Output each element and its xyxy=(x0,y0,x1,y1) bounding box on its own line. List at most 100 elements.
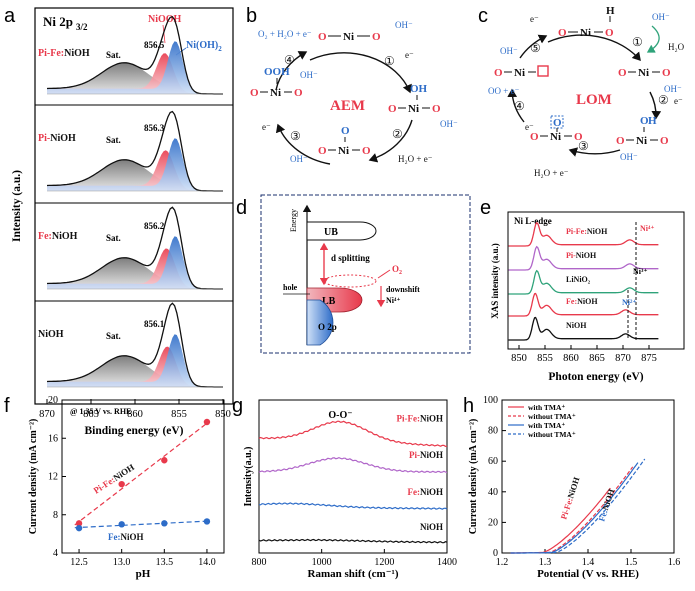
f-xtick-1: 13.0 xyxy=(113,557,131,568)
aem-oh-3: OH⁻ xyxy=(290,154,308,164)
legend-niooh: NiOOH xyxy=(148,14,182,25)
aem-oh-1: OH⁻ xyxy=(395,20,413,30)
svg-text:Ni: Ni xyxy=(270,87,281,99)
lom-arc-5 xyxy=(519,34,548,59)
peak-value-2: 856.2 xyxy=(144,221,165,231)
aem-arc-4 xyxy=(275,51,308,91)
aem-oh-2: OH⁻ xyxy=(440,119,458,129)
panel-a: a Ni 2p 3/2 NiOOH Ni(OH)2 Pi-Fe:NiOH Sat. 8… xyxy=(4,5,234,437)
aem-arc-3 xyxy=(275,123,331,165)
xas-curve-0 xyxy=(508,221,659,247)
panel-f-frame xyxy=(61,399,225,554)
g-curve-3 xyxy=(258,538,448,544)
aem-o2-product: O₂ + H₂O + e⁻ xyxy=(258,29,312,39)
panel-e-title: Ni L-edge xyxy=(514,216,552,226)
lom-e-2: e⁻ xyxy=(674,96,683,106)
xtick-850: 850 xyxy=(215,409,231,420)
svg-text:Ni: Ni xyxy=(580,27,591,39)
g-curve-1 xyxy=(258,456,448,474)
f-xlabel: pH xyxy=(136,568,151,580)
svg-text:O: O xyxy=(605,27,614,39)
sat-label-0: Sat. xyxy=(106,50,121,60)
f-ytick-2: 12 xyxy=(48,472,58,483)
niooh-pointer xyxy=(162,24,166,44)
panel-label-a: a xyxy=(4,5,16,27)
svg-text:OH: OH xyxy=(410,83,428,95)
h-xtick-2: 1.4 xyxy=(582,557,595,568)
h-ytick-5: 100 xyxy=(483,395,498,406)
nioh2-peak-2 xyxy=(47,236,223,289)
lom-oh-1: OH⁻ xyxy=(652,12,670,22)
xas-curve-3 xyxy=(508,292,659,317)
xps-sample-label-3: NiOH xyxy=(38,329,64,340)
panel-a-title: Ni 2p 3/2 xyxy=(43,14,88,32)
aem-e-3: e⁻ xyxy=(262,122,271,132)
xps-sample-label-0: Pi-Fe:NiOH xyxy=(38,48,90,59)
f-ytick-0: 4 xyxy=(53,548,58,559)
h-legend-text-3: without TMA⁺ xyxy=(528,430,576,439)
lom-step-5: ⑤ xyxy=(530,41,541,55)
energy-label: Energy xyxy=(289,209,298,232)
d-splitting-label: d splitting xyxy=(331,253,370,263)
o2p-label: O 2p xyxy=(318,322,337,332)
h-xtick-0: 1.2 xyxy=(496,557,509,568)
panel-b: b O Ni O O₂ + H₂O + e⁻ OH⁻ e⁻ ① OH O Ni … xyxy=(246,5,458,165)
panel-h: h 1.2 1.3 1.4 1.5 1.6 0 20 40 60 80 100 Potential (… xyxy=(463,395,680,580)
aem-top-species: O Ni O xyxy=(318,31,381,43)
panel-e-ylabel: XAS intensity (a.u.) xyxy=(490,243,500,319)
g-ylabel: Intensity(a.u.) xyxy=(243,446,254,506)
f-annotation: @ 1.35 V vs. RHE xyxy=(70,407,131,416)
satellite-peak-3 xyxy=(47,355,223,387)
f-ylabel: Current density (mA cm⁻²) xyxy=(28,419,39,535)
f-point-1-0 xyxy=(75,524,83,532)
h-legend-text-0: with TMA⁺ xyxy=(528,403,565,412)
h-blue-label: Fe:NiOH xyxy=(596,487,616,522)
h-ytick-2: 40 xyxy=(488,487,498,498)
g-curve-0 xyxy=(258,420,448,448)
xas-curve-1 xyxy=(508,245,659,271)
lom-bottom-right-species: O H O Ni O xyxy=(616,115,669,147)
svg-text:Ni: Ni xyxy=(514,67,525,79)
ni4-marker: Ni⁴⁺ xyxy=(640,224,655,233)
f-ytick-3: 16 xyxy=(48,433,58,444)
h-xtick-3: 1.5 xyxy=(625,557,638,568)
lom-bottom-left-species: O O Ni O xyxy=(530,115,583,143)
satellite-peak-1 xyxy=(47,159,223,191)
xas-sample-label-1: Pi-NiOH xyxy=(566,251,597,260)
svg-text:O: O xyxy=(432,103,441,115)
g-sample-label-0: Pi-Fe:NiOH xyxy=(397,413,444,423)
xas-spectra: Pi-Fe:NiOH Pi-NiOH LiNiO₂ Fe:NiOH NiOH xyxy=(508,221,659,341)
panel-e: e Ni L-edge Pi-Fe:NiOH Pi-NiOH LiNiO₂ Fe:Ni… xyxy=(480,197,685,383)
f-ytick-4: 20 xyxy=(48,395,58,406)
panel-e-frame xyxy=(507,211,685,350)
aem-right-species: OH O Ni O xyxy=(388,83,441,115)
xas-sample-label-0: Pi-Fe:NiOH xyxy=(566,227,608,236)
h-legend-text-2: with TMA⁺ xyxy=(528,421,565,430)
panel-a-ylabel: Intensity (a.u.) xyxy=(11,170,23,242)
aem-h2o-product: H₂O + e⁻ xyxy=(398,154,433,164)
svg-text:O: O xyxy=(250,87,259,99)
f-fit-line-0 xyxy=(74,421,210,526)
ni2-marker: Ni²⁺ xyxy=(622,298,637,307)
lom-step-3: ③ xyxy=(578,139,589,153)
sat-label-1: Sat. xyxy=(106,135,121,145)
upper-band xyxy=(306,221,377,241)
o2-level xyxy=(323,274,377,288)
lom-step-1: ① xyxy=(632,35,643,49)
aem-arc-1 xyxy=(309,52,412,94)
svg-text:O: O xyxy=(616,135,625,147)
panel-label-h: h xyxy=(463,395,474,417)
lom-arc-4 xyxy=(507,88,525,123)
lom-top-species: H O Ni O xyxy=(558,5,615,39)
f-series-blue-label: Fe:NiOH xyxy=(108,532,144,542)
svg-text:Ni: Ni xyxy=(338,145,349,157)
o2p-band xyxy=(306,299,334,346)
xps-envelope-0 xyxy=(46,16,223,95)
sat-label-3: Sat. xyxy=(106,331,121,341)
nioh2-peak-0 xyxy=(47,41,223,94)
svg-text:O: O xyxy=(362,145,371,157)
xas-sample-label-2: LiNiO₂ xyxy=(566,275,591,284)
g-xtick-0: 800 xyxy=(252,557,267,568)
lom-e-4: e⁻ xyxy=(525,122,534,132)
